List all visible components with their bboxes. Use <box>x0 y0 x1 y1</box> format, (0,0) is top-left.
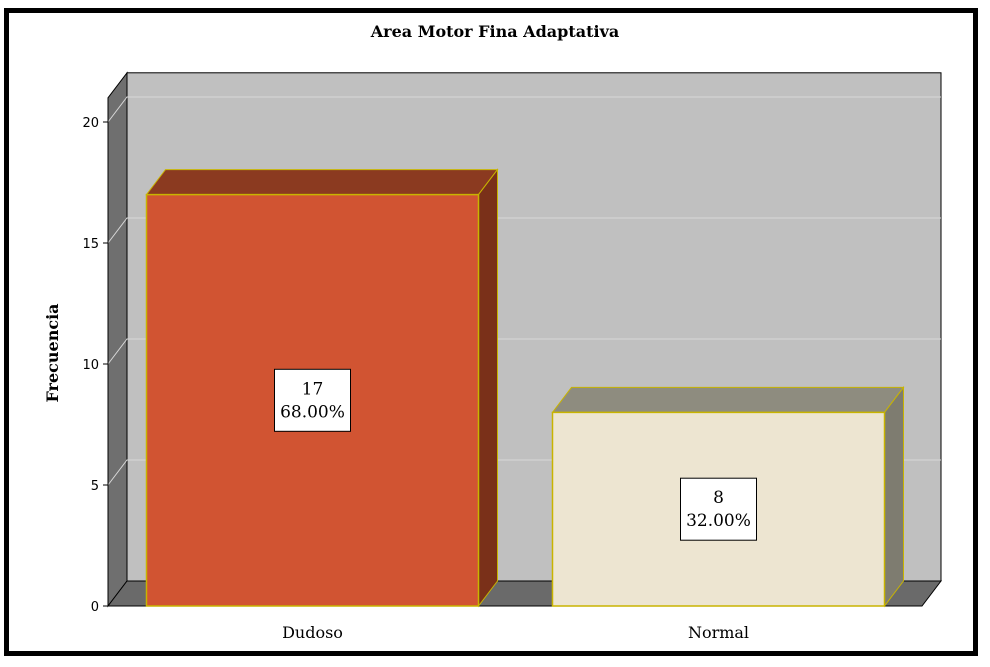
data-label-box <box>680 477 757 541</box>
data-label-count: 8 <box>713 488 724 508</box>
y-tick-label: 20 <box>82 116 99 131</box>
data-label-box <box>274 368 351 432</box>
bar-dudoso: 17 68.00% <box>145 168 499 608</box>
y-tick-label: 15 <box>82 237 99 252</box>
gridline <box>107 96 941 123</box>
chart-title: Area Motor Fina Adaptativa <box>370 22 620 41</box>
data-label-percent: 68.00% <box>280 402 345 422</box>
bar-side-face <box>478 168 498 608</box>
bar-top-face <box>145 169 499 196</box>
y-axis-label: Frecuencia <box>43 303 62 402</box>
bar-side-face <box>884 385 904 608</box>
bar-top-face <box>551 386 905 413</box>
y-tick-label: 0 <box>91 600 99 615</box>
gridline <box>107 338 941 365</box>
left-wall <box>107 71 128 608</box>
gridline <box>107 217 941 244</box>
x-category-label: Normal <box>688 623 749 642</box>
y-tick-label: 5 <box>91 479 99 494</box>
data-label-percent: 32.00% <box>686 511 751 531</box>
y-tick-label: 10 <box>82 358 99 373</box>
data-label-count: 17 <box>302 379 324 399</box>
bar-normal: 8 32.00% <box>551 385 905 608</box>
x-category-label: Dudoso <box>282 623 343 642</box>
